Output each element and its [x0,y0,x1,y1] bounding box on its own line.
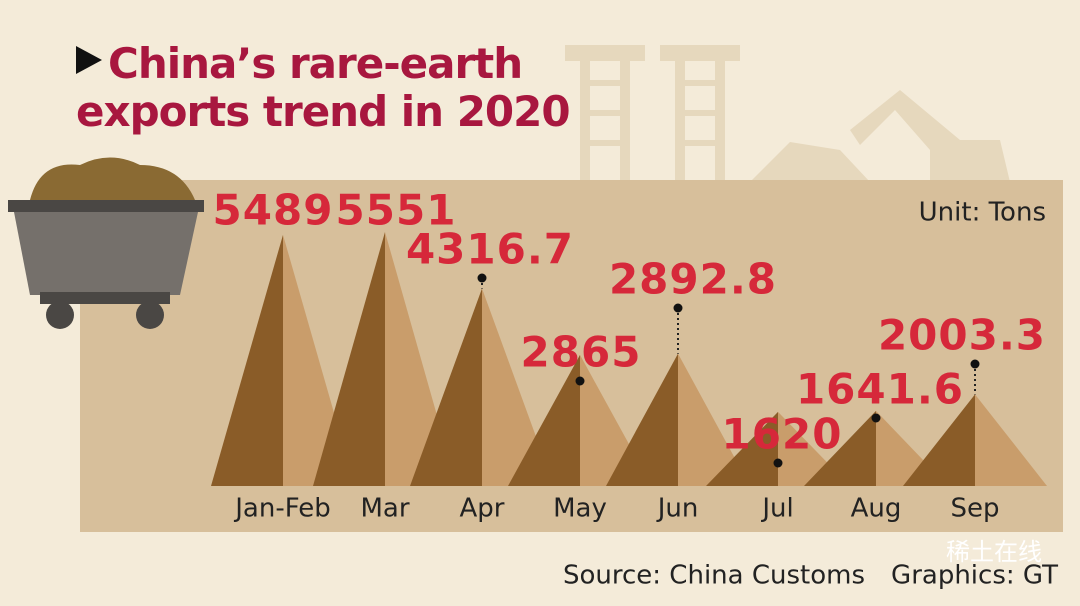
leader-dot [575,376,585,386]
triangle-dark [903,394,975,486]
value-label: 2892.8 [609,255,777,304]
triangle-dark [508,354,580,486]
x-tick-label: Jul [760,494,793,524]
triangle-dark [804,410,876,486]
triangle-dark [211,234,283,486]
leader-dot [673,303,683,313]
x-tick-label: Jan-Feb [233,494,331,524]
leader-dot [970,359,980,369]
leader-dot [477,273,487,283]
triangle-dark [313,232,385,486]
triangle-light [975,394,1047,486]
triangle-light [678,353,750,486]
x-tick-label: Aug [851,494,902,524]
title-arrow [76,46,102,74]
x-tick-label: Jun [656,494,699,524]
chart-title: China’s rare-earth exports trend in 2020 [76,40,576,136]
x-tick-label: Sep [950,494,999,524]
value-label: 5551 [336,186,457,235]
x-tick-label: May [553,494,607,524]
title-text: China’s rare-earth exports trend in 2020 [76,39,571,136]
source: Source: China Customs [563,561,865,591]
leader-dot [871,413,881,423]
triangle-dark [606,353,678,486]
value-label: 1641.6 [796,365,964,414]
decoration [565,45,1010,182]
triangle-dark [706,411,778,486]
mine-cart [8,157,204,329]
value-label: 1620 [722,410,843,459]
x-tick-label: Apr [460,494,505,524]
credit: Graphics: GT [891,561,1058,591]
x-tick-label: Mar [360,494,409,524]
value-label: 2865 [521,328,642,377]
value-label: 5489 [213,186,334,235]
watermark: 稀土在线 [946,538,1042,566]
value-label: 4316.7 [406,225,574,274]
value-label: 2003.3 [878,311,1046,360]
triangle-light [580,354,652,486]
triangle-dark [410,288,482,486]
leader-dot [773,458,783,468]
unit-label: Unit: Tons [919,198,1046,228]
